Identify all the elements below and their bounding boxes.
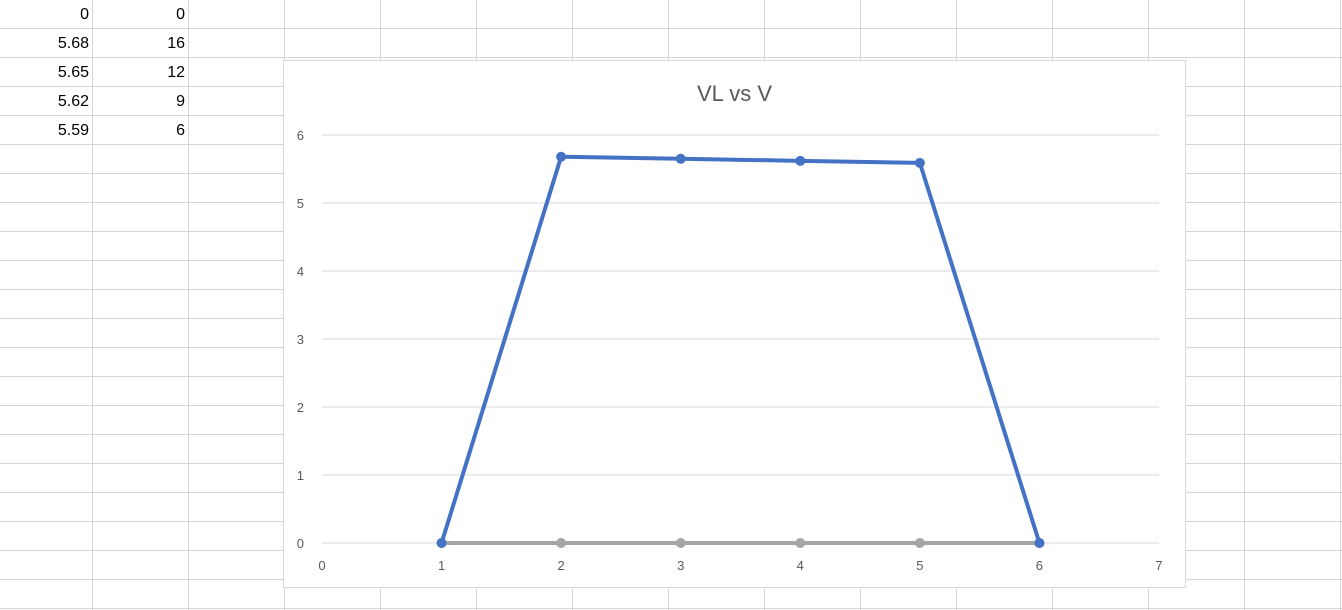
series-1-point	[914, 157, 925, 168]
cell-a3[interactable]: 5.65	[57, 64, 89, 81]
series-1-point	[1034, 538, 1045, 548]
cell-b3[interactable]: 12	[167, 64, 185, 81]
cell-b4[interactable]: 9	[176, 93, 185, 110]
cell-a4[interactable]: 5.62	[57, 93, 89, 110]
plot-area: 0 1 2 3 4 5 6 0 1 2 3 4 5 6 7	[297, 128, 1163, 573]
series-2-point	[795, 538, 806, 548]
series-1-point	[795, 155, 806, 166]
x-tick-label: 2	[558, 558, 565, 573]
chart-area[interactable]: VL vs V 0 1 2 3 4 5 6 0 1 2 3 4 5 6 7	[283, 60, 1186, 588]
y-tick-label: 4	[297, 264, 304, 279]
series-1-point	[556, 151, 567, 162]
x-tick-label: 0	[318, 558, 325, 573]
chart-title: VL vs V	[697, 81, 772, 106]
cell-a5[interactable]: 5.59	[57, 122, 89, 139]
x-tick-label: 7	[1155, 558, 1162, 573]
cell-b2[interactable]: 16	[167, 35, 185, 52]
series-2-point	[914, 538, 925, 548]
y-tick-label: 1	[297, 468, 304, 483]
cell-a2[interactable]: 5.68	[57, 35, 89, 52]
series-1-point	[675, 153, 686, 164]
x-tick-label: 6	[1036, 558, 1043, 573]
x-tick-label: 1	[438, 558, 445, 573]
y-tick-label: 5	[297, 196, 304, 211]
y-tick-label: 3	[297, 332, 304, 347]
y-tick-label: 0	[297, 536, 304, 551]
series-1-line	[439, 154, 1042, 545]
y-tick-label: 2	[297, 400, 304, 415]
series-2-point	[675, 538, 686, 548]
x-tick-label: 3	[677, 558, 684, 573]
cell-a1[interactable]: 0	[80, 6, 89, 23]
x-tick-label: 5	[916, 558, 923, 573]
cell-b1[interactable]: 0	[176, 6, 185, 23]
cell-b5[interactable]: 6	[176, 122, 185, 139]
y-tick-label: 6	[297, 128, 304, 143]
x-tick-label: 4	[797, 558, 804, 573]
series-2-point	[556, 538, 567, 548]
series-1-point	[436, 538, 447, 548]
